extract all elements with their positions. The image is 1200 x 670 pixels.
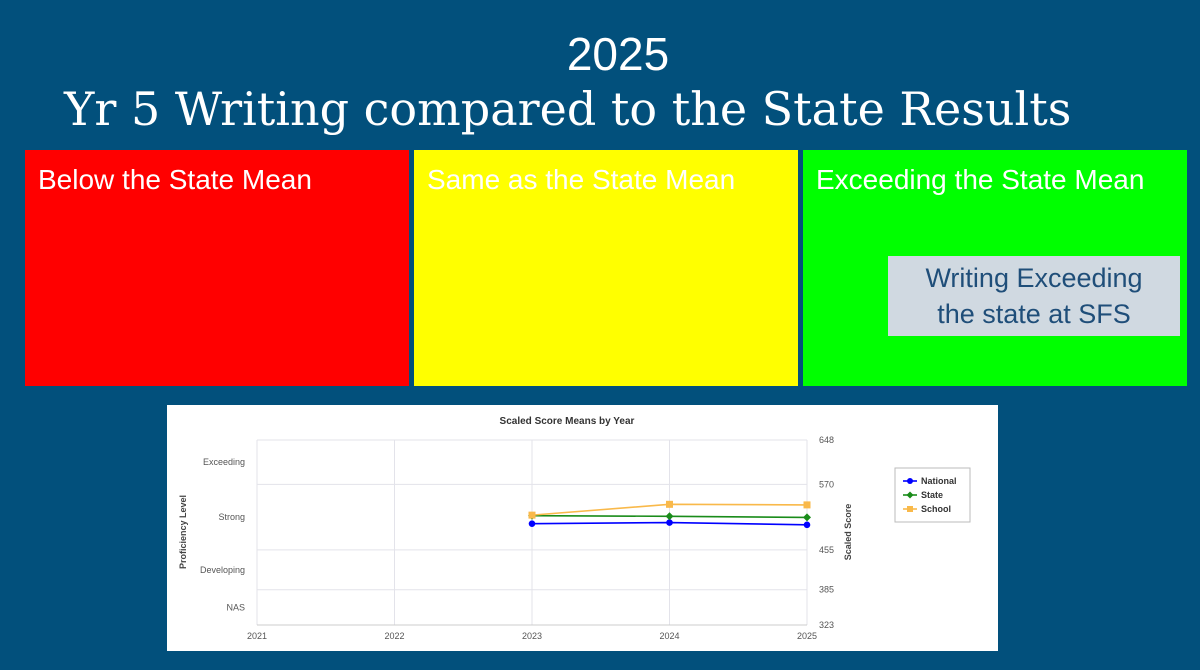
scaled-score-chart: Scaled Score Means by Year Proficiency L… — [167, 405, 998, 651]
chart-svg: Scaled Score Means by Year Proficiency L… — [178, 416, 971, 641]
proficiency-level-label: NAS — [226, 602, 245, 612]
data-point-national — [666, 519, 673, 526]
same-as-state-mean-label: Same as the State Mean — [427, 164, 736, 195]
callout-line-2: the state at SFS — [937, 299, 1131, 329]
chart-ticks: 2021 2022 2023 2024 2025 648 570 455 385 323 Excee… — [200, 435, 834, 641]
legend-marker — [906, 491, 914, 499]
legend-label-state: State — [921, 490, 943, 500]
data-point-school — [666, 500, 673, 508]
y-tick-label-right: 570 — [819, 479, 834, 489]
data-point-state — [803, 513, 811, 522]
x-tick-label: 2024 — [659, 631, 679, 641]
data-point-school — [803, 501, 811, 509]
x-tick-label: 2022 — [384, 631, 404, 641]
chart-title: Scaled Score Means by Year — [500, 416, 635, 427]
proficiency-level-label: Strong — [218, 512, 245, 522]
below-state-mean-panel: Below the State Mean — [25, 150, 409, 386]
exceeding-state-mean-label: Exceeding the State Mean — [816, 164, 1145, 195]
slide-year: 2025 — [566, 28, 670, 80]
data-point-national — [528, 520, 536, 527]
callout-line-1: Writing Exceeding — [925, 263, 1143, 293]
below-state-mean-label: Below the State Mean — [38, 164, 312, 195]
proficiency-level-label: Developing — [200, 565, 245, 575]
writing-exceeding-callout: Writing Exceeding the state at SFS — [888, 256, 1180, 336]
y-tick-label-right: 385 — [819, 585, 834, 595]
x-tick-label: 2021 — [247, 631, 267, 641]
chart-series — [528, 500, 811, 529]
slide-title: Yr 5 Writing compared to the State Resul… — [64, 82, 1072, 136]
chart-grid — [256, 439, 808, 626]
data-point-school — [528, 511, 536, 519]
legend-label-school: School — [921, 504, 951, 514]
data-point-national — [803, 521, 811, 529]
y-tick-label-right: 323 — [819, 620, 834, 630]
legend-marker — [907, 506, 913, 512]
y-tick-label-right: 455 — [819, 545, 834, 555]
legend-label-national: National — [921, 476, 957, 486]
y-axis-right-label: Scaled Score — [843, 504, 853, 561]
x-tick-label: 2023 — [522, 631, 542, 641]
y-axis-left-label: Proficiency Level — [178, 495, 188, 569]
legend-marker — [907, 478, 913, 484]
x-tick-label: 2025 — [797, 631, 817, 641]
same-as-state-mean-panel: Same as the State Mean — [414, 150, 798, 386]
legend-frame — [894, 467, 971, 523]
data-point-state — [665, 512, 674, 521]
y-tick-label-right: 648 — [819, 435, 834, 445]
proficiency-level-label: Exceeding — [203, 457, 245, 467]
chart-legend: National State School — [894, 467, 971, 523]
